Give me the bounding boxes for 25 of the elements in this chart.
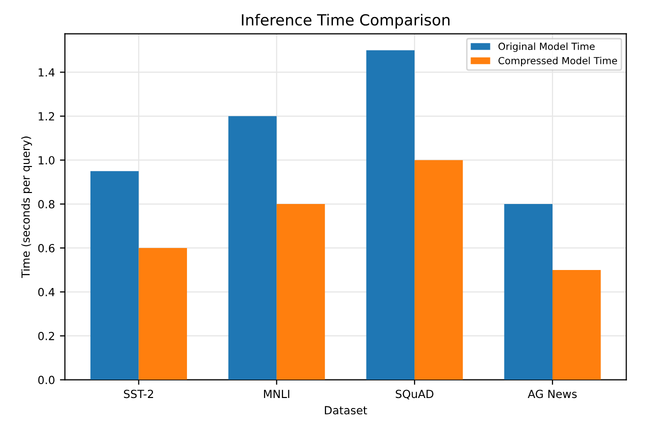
bar xyxy=(138,248,187,380)
legend-label: Original Model Time xyxy=(498,42,595,52)
x-axis-title: Dataset xyxy=(324,406,368,414)
x-tick-label: SQuAD xyxy=(396,390,434,400)
legend-label: Compressed Model Time xyxy=(498,56,618,66)
bar xyxy=(276,204,325,380)
y-tick-label: 0.8 xyxy=(38,200,54,208)
bar xyxy=(366,50,415,380)
bar xyxy=(228,116,277,380)
chart-title: Inference Time Comparison xyxy=(242,14,450,29)
bar xyxy=(552,270,601,380)
y-tick-label: 0.0 xyxy=(38,376,54,384)
y-tick-label: 1.4 xyxy=(38,68,55,76)
y-tick-label: 1.2 xyxy=(38,112,54,120)
y-tick-label: 0.4 xyxy=(38,288,55,296)
x-tick-label: AG News xyxy=(528,390,577,398)
bar xyxy=(90,171,139,380)
bar xyxy=(414,160,463,380)
y-axis-title: Time (seconds per query) xyxy=(21,136,32,278)
y-tick-label: 0.2 xyxy=(38,332,54,340)
x-tick-label: MNLI xyxy=(264,390,290,398)
y-tick-label: 1.0 xyxy=(38,156,54,164)
y-tick-label: 0.6 xyxy=(38,244,54,252)
x-tick-label: SST-2 xyxy=(124,390,154,398)
bar xyxy=(504,204,552,380)
